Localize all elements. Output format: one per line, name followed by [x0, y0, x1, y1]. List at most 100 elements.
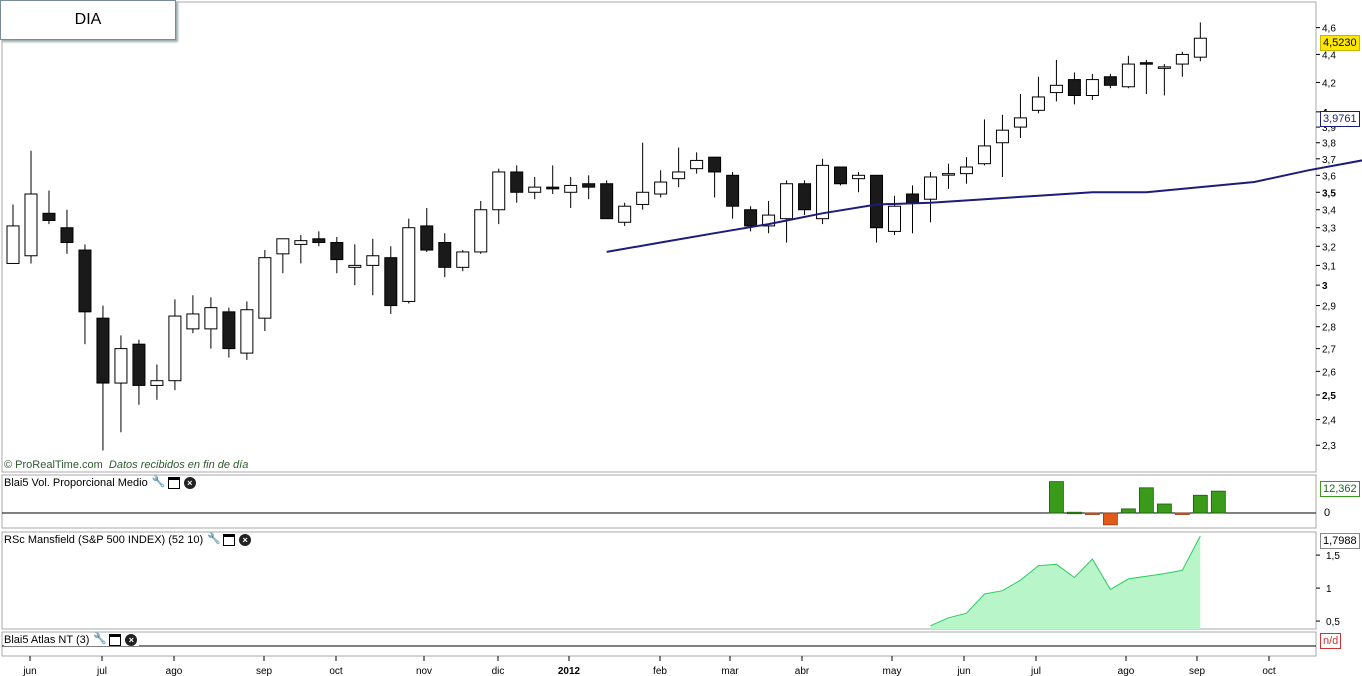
candle-down	[42, 212, 56, 221]
candle-up	[636, 191, 650, 205]
candle-up	[977, 145, 991, 165]
candle-down	[510, 171, 524, 193]
ticker-label: DIA	[0, 0, 176, 40]
volume-panel-header: Blai5 Vol. Proporcional Medio 🔧 ×	[4, 477, 198, 489]
x-tick-label: jul	[1030, 666, 1041, 676]
x-tick-label: jul	[96, 666, 107, 676]
last-price-tag: 4,5230	[1320, 35, 1360, 51]
close-icon[interactable]: ×	[183, 477, 196, 489]
x-tick-label: nov	[416, 666, 432, 676]
atlas-panel-header: Blai5 Atlas NT (3) 🔧 ×	[4, 633, 140, 646]
rsc-area	[930, 536, 1201, 629]
credit-note: Datos recibidos en fin de día	[108, 459, 249, 471]
x-tick-label: may	[883, 666, 902, 676]
candle-down	[600, 183, 614, 220]
data-credit: © ProRealTime.com Datos recibidos en fin…	[4, 459, 249, 471]
close-icon[interactable]: ×	[125, 634, 138, 646]
wrench-icon[interactable]: 🔧	[151, 476, 166, 488]
candle-down	[330, 242, 344, 261]
candle-up	[6, 225, 20, 264]
candle-down	[78, 249, 92, 313]
candle-up	[402, 227, 416, 302]
x-tick-label: oct	[329, 666, 343, 676]
ma-value-tag: 3,9761	[1320, 111, 1360, 127]
candle-up	[1193, 37, 1207, 58]
candle-up	[888, 205, 902, 232]
candle-up	[1085, 79, 1099, 96]
candle-up	[258, 257, 272, 319]
candle-up	[923, 176, 937, 200]
candle-up	[816, 164, 830, 220]
candle-up	[204, 307, 218, 330]
wrench-icon[interactable]: 🔧	[93, 633, 108, 645]
y-tick-label: 3,4	[1322, 206, 1336, 217]
y-tick-label: 2,3	[1322, 441, 1336, 452]
y-tick-label: 3,3	[1322, 224, 1336, 235]
y-tick-label: 2,4	[1322, 416, 1336, 427]
candle-up	[672, 171, 686, 180]
rsc-tick-label: 1,5	[1326, 551, 1340, 562]
candle-down	[438, 242, 452, 268]
x-tick-label: feb	[653, 666, 667, 676]
candle-up	[1121, 63, 1135, 88]
x-tick-label: dic	[492, 666, 505, 676]
y-tick-label: 3,6	[1322, 171, 1336, 182]
candle-up	[1175, 53, 1189, 65]
candle-up	[456, 251, 470, 268]
rsc-indicator-title: RSc Mansfield (S&P 500 INDEX) (52 10)	[4, 534, 204, 546]
y-tick-label: 2,7	[1322, 345, 1336, 356]
x-tick-label: jun	[956, 666, 970, 676]
rsc-line	[930, 535, 1201, 627]
volume-bar-up	[1192, 494, 1208, 514]
y-tick-label: 2,9	[1322, 302, 1336, 313]
candle-up	[690, 159, 704, 170]
candle-up	[276, 238, 290, 255]
y-tick-label: 3,2	[1322, 242, 1336, 253]
rsc-panel-frame	[1, 531, 1317, 630]
candle-up	[564, 184, 578, 193]
candle-up	[1157, 66, 1171, 69]
candle-up	[959, 166, 973, 175]
candle-down	[1067, 79, 1081, 96]
volume-bar-up	[1210, 490, 1226, 514]
candle-down	[744, 209, 758, 227]
candle-up	[294, 240, 308, 245]
atlas-indicator-title: Blai5 Atlas NT (3)	[4, 634, 90, 646]
candle-up	[348, 264, 362, 268]
x-tick-label: oct	[1262, 666, 1276, 676]
candle-up	[24, 193, 38, 257]
y-tick-label: 4,6	[1322, 24, 1336, 35]
y-tick-label: 2,6	[1322, 367, 1336, 378]
y-tick-label: 3,8	[1322, 139, 1336, 150]
rsc-last-tag: 1,7988	[1320, 533, 1360, 549]
candle-down	[96, 317, 110, 384]
x-tick-label: ago	[166, 666, 183, 676]
rsc-tick-label: 1	[1326, 584, 1332, 595]
candle-down	[546, 186, 560, 190]
candle-down	[132, 343, 146, 386]
y-tick-label: 3,7	[1322, 155, 1336, 166]
candle-up	[995, 129, 1009, 144]
candle-down	[834, 166, 848, 185]
candle-up	[114, 348, 128, 384]
candle-up	[150, 380, 164, 386]
volume-bar-up	[1156, 503, 1172, 514]
close-icon[interactable]: ×	[239, 534, 252, 546]
y-tick-label: 4,2	[1322, 78, 1336, 89]
candle-up	[1013, 117, 1027, 128]
volume-bar-up	[1067, 511, 1082, 515]
window-icon[interactable]	[167, 477, 180, 489]
y-tick-label: 2,8	[1322, 323, 1336, 334]
window-icon[interactable]	[109, 634, 122, 646]
candle-up	[366, 255, 380, 266]
price-panel-frame	[1, 1, 1317, 473]
volume-bar-down	[1174, 512, 1190, 515]
x-tick-label: 2012	[558, 666, 581, 676]
candle-up	[780, 183, 794, 220]
candle-down	[222, 311, 236, 350]
candle-up	[474, 209, 488, 253]
window-icon[interactable]	[223, 534, 236, 546]
wrench-icon[interactable]: 🔧	[207, 533, 221, 545]
x-tick-label: sep	[1189, 666, 1206, 676]
volume-bar-down	[1085, 512, 1100, 515]
